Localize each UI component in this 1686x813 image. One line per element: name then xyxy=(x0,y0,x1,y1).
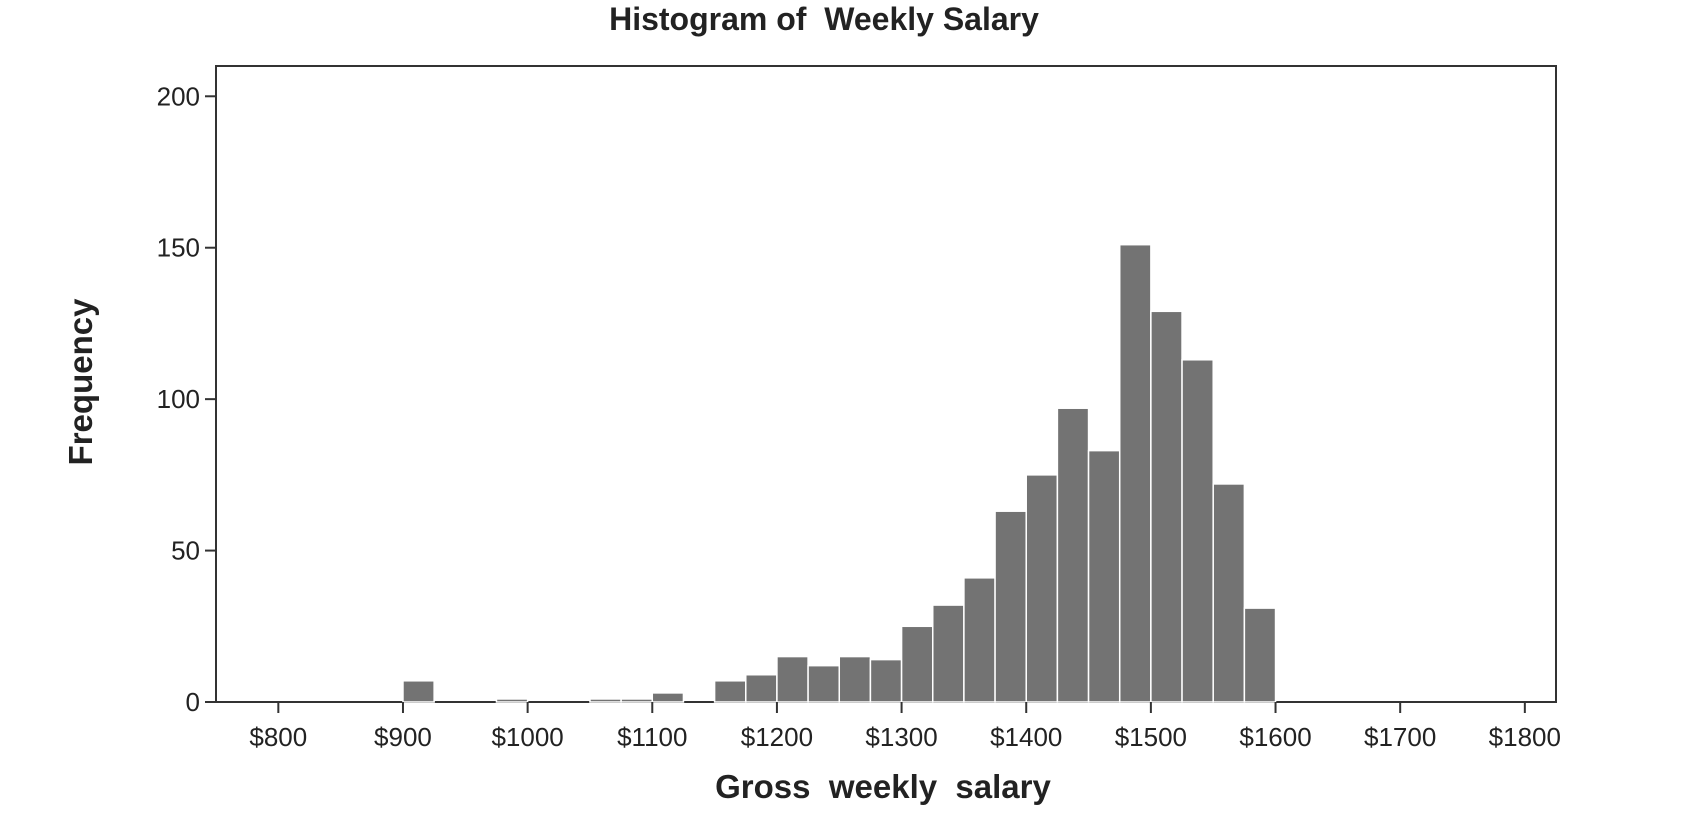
y-tick-label-200: 200 xyxy=(157,81,200,111)
histogram-bar-1150 xyxy=(713,680,747,703)
histogram-bar-1400 xyxy=(1025,474,1059,703)
x-tick-label-1700: $1700 xyxy=(1364,722,1436,752)
histogram-bar-975 xyxy=(495,698,529,703)
histogram-bar-1500 xyxy=(1150,310,1183,703)
histogram-bar-1050 xyxy=(589,698,622,703)
histogram-bar-1175 xyxy=(745,673,778,703)
x-tick-label-1400: $1400 xyxy=(990,722,1062,752)
histogram-bar-1375 xyxy=(994,510,1027,703)
x-tick-label-1000: $1000 xyxy=(491,722,563,752)
histogram-bar-1075 xyxy=(620,698,654,703)
chart-title: Histogram of Weekly Salary xyxy=(609,1,1039,37)
x-tick-label-800: $800 xyxy=(249,722,307,752)
histogram-bar-1225 xyxy=(807,664,841,703)
histogram-bar-900 xyxy=(402,680,435,703)
histogram-bar-1250 xyxy=(838,655,872,703)
plot-frame xyxy=(215,65,1557,703)
histogram-bar-1300 xyxy=(900,625,934,703)
x-tick-label-1800: $1800 xyxy=(1489,722,1561,752)
histogram-bar-1350 xyxy=(963,577,996,703)
histogram-bar-1200 xyxy=(776,655,809,703)
histogram-bar-1550 xyxy=(1212,483,1246,703)
x-tick-label-1600: $1600 xyxy=(1239,722,1311,752)
plot-area: 0 50 100 150 200 $800 $900 $1000 $1100 $1200 $1300… xyxy=(157,65,1561,752)
y-tick-label-150: 150 xyxy=(157,233,200,263)
histogram-bar-1525 xyxy=(1181,359,1214,703)
histogram-bar-1450 xyxy=(1087,449,1121,703)
x-tick-label-1500: $1500 xyxy=(1115,722,1187,752)
histogram-bar-1575 xyxy=(1243,607,1277,703)
histogram-bar-1475 xyxy=(1118,243,1152,703)
y-axis-title: Frequency xyxy=(62,298,99,466)
x-axis-title: Gross weekly salary xyxy=(715,768,1051,805)
x-tick-label-1300: $1300 xyxy=(865,722,937,752)
histogram-bar-1100 xyxy=(651,692,685,703)
x-tick-label-1100: $1100 xyxy=(617,722,687,752)
y-tick-label-0: 0 xyxy=(186,687,200,717)
histogram-bar-1275 xyxy=(869,658,903,703)
y-tick-label-50: 50 xyxy=(171,536,200,566)
x-tick-label-1200: $1200 xyxy=(741,722,813,752)
y-tick-label-100: 100 xyxy=(157,384,200,414)
x-tick-label-900: $900 xyxy=(374,722,432,752)
histogram-bar-1325 xyxy=(931,604,965,703)
histogram-bar-1425 xyxy=(1056,407,1090,703)
